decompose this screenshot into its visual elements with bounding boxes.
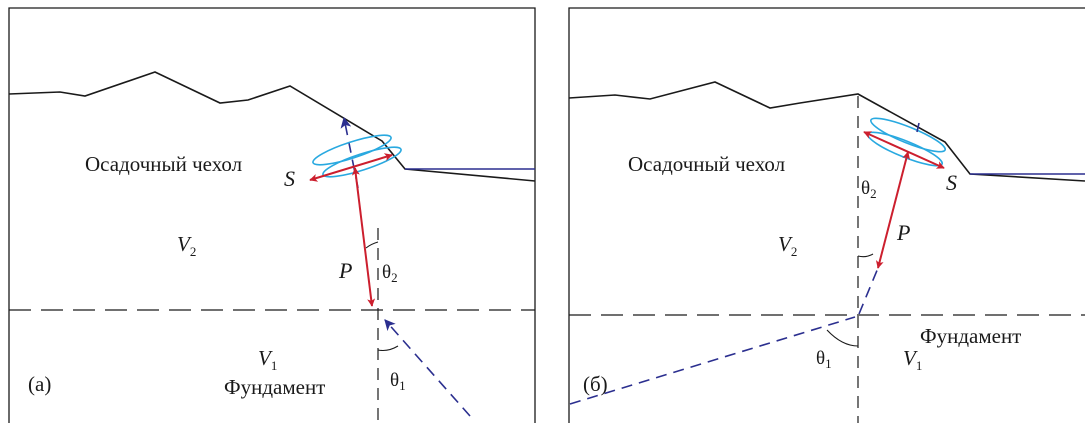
panel-a-s-arrow	[309, 153, 393, 182]
panel-b-theta2-arc	[857, 253, 874, 258]
panel-a-caption: (а)	[28, 372, 51, 396]
panel-a-upper-layer-label: Осадочный чехол	[85, 152, 242, 176]
panel-a-theta1-arc	[377, 345, 399, 352]
panel-b-border	[568, 7, 1085, 423]
panel-a-theta1: θ1	[390, 370, 406, 393]
panel-a-s-label: S	[284, 166, 295, 191]
panel-b-s-label: S	[946, 170, 957, 195]
panel-a-topography	[8, 71, 536, 182]
panel-b-incident-ray-line	[569, 316, 856, 405]
panel-a-incident-ray-line	[384, 319, 471, 417]
panel-a-theta2-arc	[365, 241, 379, 249]
panel-b-caption: (б)	[583, 372, 608, 396]
panel-b-theta1: θ1	[816, 348, 832, 371]
panel-b-topography	[568, 81, 1085, 182]
panel-a-theta2: θ2	[382, 262, 398, 285]
panel-b-ellipse-tick	[916, 122, 920, 133]
panel-a-border	[8, 7, 536, 423]
panel-b-p-label: P	[896, 220, 910, 245]
panel-a-refracted-ray-line	[340, 116, 359, 189]
panel-b-upper-layer-label: Осадочный чехол	[628, 152, 785, 176]
panel-b-p-arrow	[875, 151, 911, 269]
panel-a-p-label: P	[338, 258, 352, 283]
panel-b-s-arrow	[863, 131, 945, 169]
panel-b-v2: V2	[778, 232, 797, 259]
panel-b-refracted-ray-line	[858, 267, 879, 315]
panel-a-p-arrow	[351, 167, 376, 307]
panel-a-v1: V1	[258, 346, 277, 373]
panel-b-theta2: θ2	[861, 178, 877, 201]
panel-a-drawing: Осадочный чехол Фундамент (а) V2 V1 S P …	[8, 7, 536, 423]
panel-b-v1: V1	[903, 346, 922, 373]
panel-a-v2: V2	[177, 232, 196, 259]
panel-b-ellipse-1	[869, 117, 947, 153]
panel-b-lower-layer-label: Фундамент	[920, 324, 1021, 348]
panel-b-theta1-arc	[826, 329, 859, 347]
panel-b-drawing: Осадочный чехол Фундамент (б) V2 V1 S P …	[568, 7, 1085, 423]
panel-a-lower-layer-label: Фундамент	[224, 375, 325, 399]
